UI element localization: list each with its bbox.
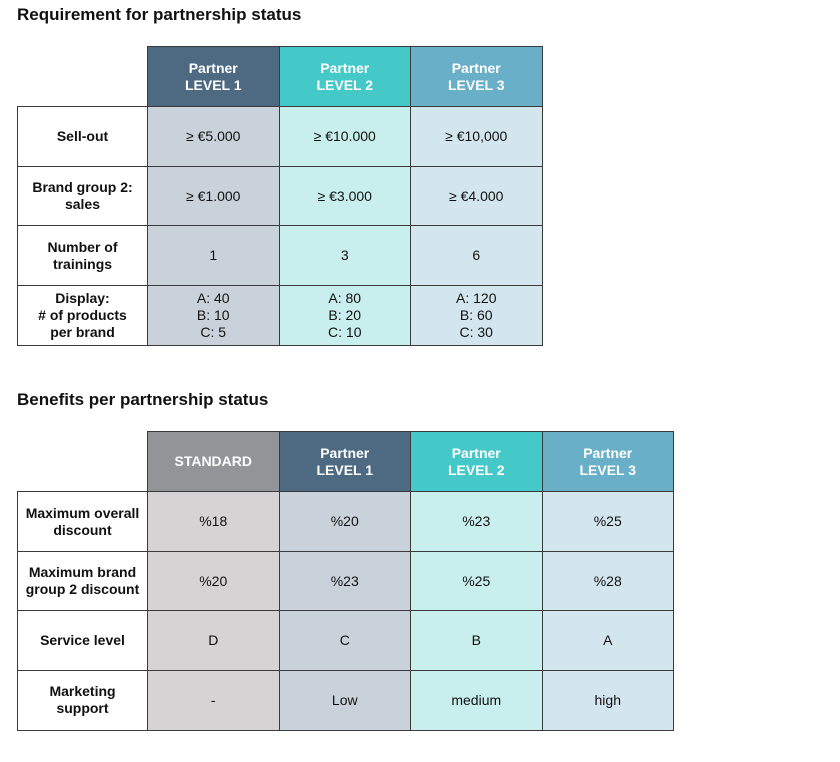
column-header: Partner LEVEL 2	[278, 46, 411, 107]
column-header: Partner LEVEL 3	[410, 46, 543, 107]
cell-value: A	[541, 610, 674, 671]
row-label: Sell-out	[17, 106, 148, 167]
cell-value: Low	[278, 669, 411, 731]
cell-value: %18	[147, 491, 280, 552]
cell-value: A: 120 B: 60 C: 30	[410, 284, 543, 346]
cell-value: ≥ €3.000	[278, 165, 411, 227]
cell-value: ≥ €5.000	[147, 106, 280, 167]
row-label: Marketing support	[17, 669, 148, 731]
cell-value: A: 80 B: 20 C: 10	[278, 284, 411, 346]
cell-value: %23	[278, 550, 411, 612]
cell-value: ≥ €1.000	[147, 165, 280, 227]
cell-value: 3	[278, 225, 411, 286]
table-title: Requirement for partnership status	[17, 5, 302, 24]
row-label: Maximum overall discount	[17, 491, 148, 552]
cell-value: %20	[147, 550, 280, 612]
row-label: Service level	[17, 610, 148, 671]
column-header: Partner LEVEL 1	[147, 46, 280, 107]
cell-value: ≥ €10,000	[410, 106, 543, 167]
cell-value: %25	[410, 550, 543, 612]
cell-value: ≥ €4.000	[410, 165, 543, 227]
cell-value: B	[410, 610, 543, 671]
table-title: Benefits per partnership status	[17, 390, 269, 409]
cell-value: D	[147, 610, 280, 671]
column-header: Partner LEVEL 3	[541, 431, 674, 492]
cell-value: A: 40 B: 10 C: 5	[147, 284, 280, 346]
column-header: STANDARD	[147, 431, 280, 492]
cell-value: %28	[541, 550, 674, 612]
cell-value: %25	[541, 491, 674, 552]
cell-value: -	[147, 669, 280, 731]
column-header: Partner LEVEL 2	[410, 431, 543, 492]
row-label: Display: # of products per brand	[17, 284, 148, 346]
cell-value: C	[278, 610, 411, 671]
column-header: Partner LEVEL 1	[278, 431, 411, 492]
row-label: Maximum brand group 2 discount	[17, 550, 148, 612]
row-label: Brand group 2: sales	[17, 165, 148, 227]
cell-value: high	[541, 669, 674, 731]
cell-value: 6	[410, 225, 543, 286]
cell-value: %20	[278, 491, 411, 552]
cell-value: ≥ €10.000	[278, 106, 411, 167]
cell-value: medium	[410, 669, 543, 731]
cell-value: %23	[410, 491, 543, 552]
cell-value: 1	[147, 225, 280, 286]
row-label: Number of trainings	[17, 225, 148, 286]
